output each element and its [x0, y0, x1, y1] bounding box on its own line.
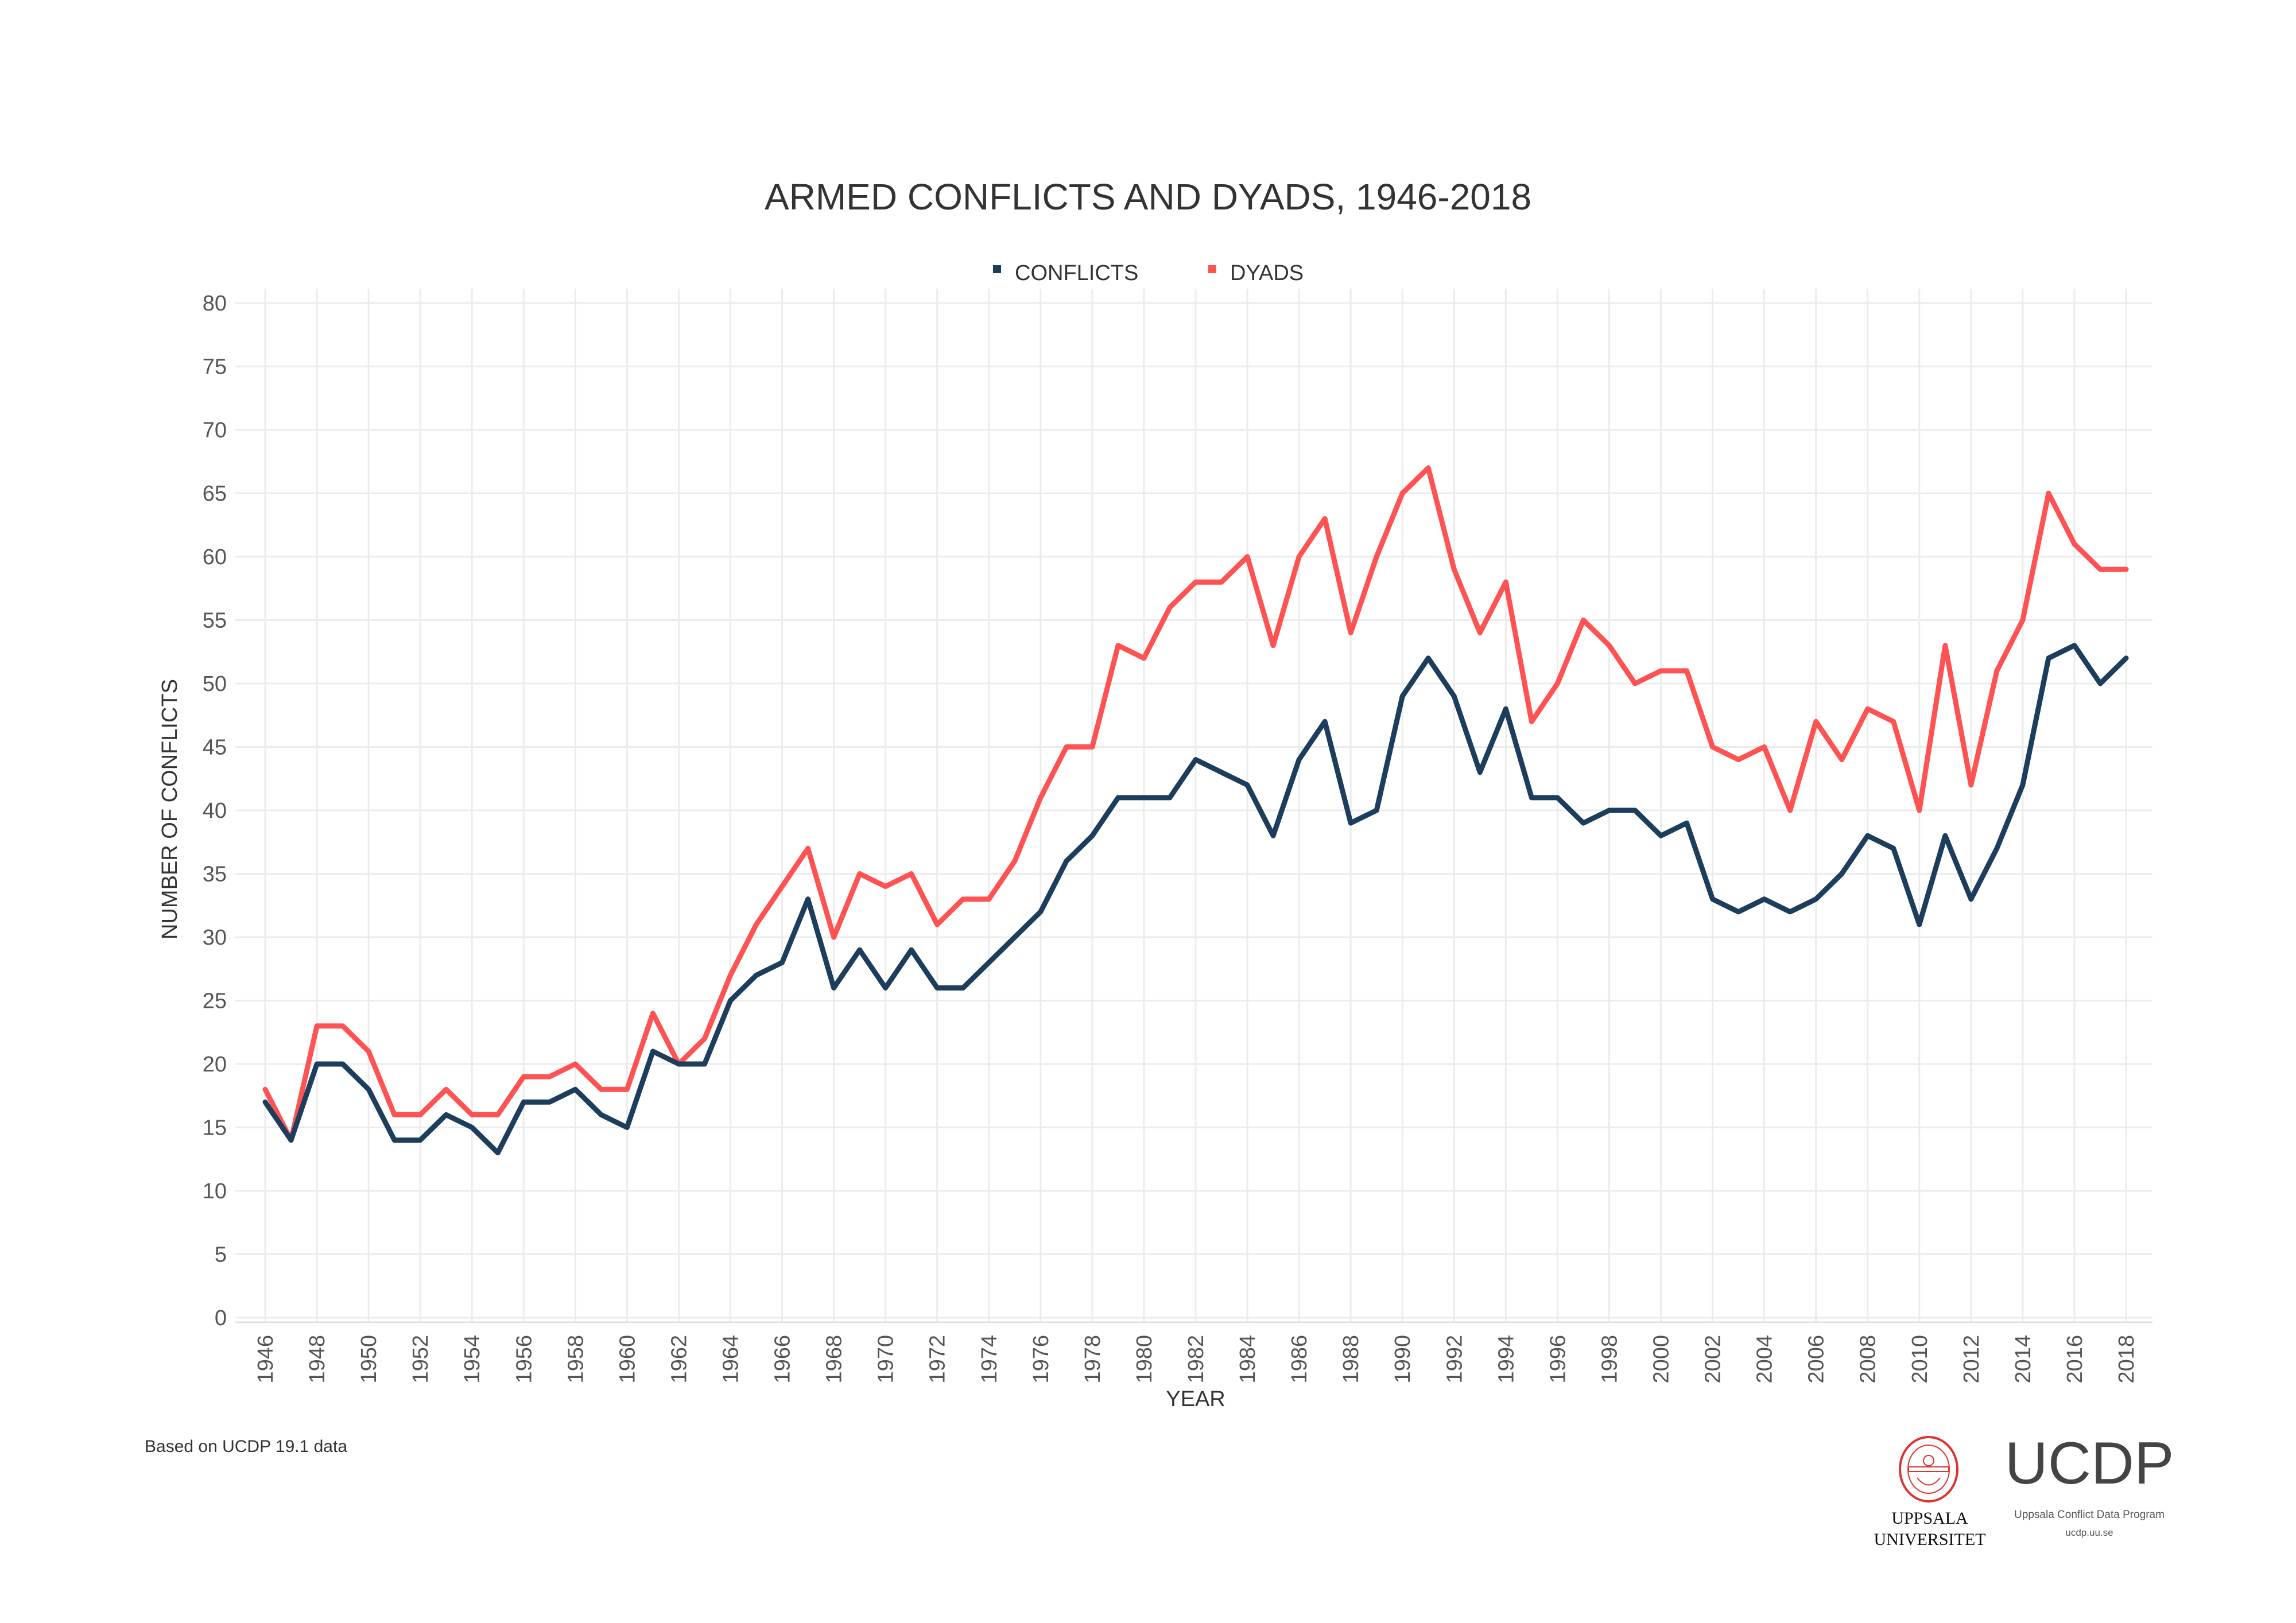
y-tick-label: 60: [203, 545, 227, 569]
x-tick-label: 1986: [1287, 1335, 1312, 1384]
legend-label-conflicts: CONFLICTS: [1015, 261, 1138, 285]
x-tick-label: 1946: [254, 1335, 278, 1384]
ucdp-acronym: UCDP: [2005, 1430, 2174, 1497]
x-tick-label: 1988: [1339, 1335, 1363, 1384]
legend-item-conflicts[interactable]: CONFLICTS: [993, 261, 1138, 285]
y-tick-label: 5: [215, 1243, 227, 1267]
grid: [235, 289, 2152, 1323]
x-tick-label: 1968: [823, 1335, 847, 1384]
y-tick-label: 75: [203, 355, 227, 379]
x-tick-label: 1980: [1133, 1335, 1157, 1384]
legend-label-dyads: DYADS: [1230, 261, 1304, 285]
series-lines: [262, 465, 2129, 1156]
y-tick-label: 55: [203, 609, 227, 633]
ucdp-url: ucdp.uu.se: [2065, 1527, 2113, 1538]
x-tick-label: 1992: [1442, 1335, 1467, 1384]
y-tick-label: 25: [203, 989, 227, 1014]
y-tick-label: 45: [203, 736, 227, 760]
x-tick-label: 1970: [874, 1335, 898, 1384]
y-tick-label: 30: [203, 926, 227, 950]
legend-item-dyads[interactable]: DYADS: [1208, 261, 1304, 285]
x-tick-label: 2006: [1805, 1335, 1829, 1384]
x-tick-label: 2016: [2063, 1335, 2087, 1384]
x-tick-label: 1958: [564, 1335, 588, 1384]
x-tick-label: 2014: [2011, 1335, 2035, 1384]
x-tick-label: 1964: [719, 1335, 743, 1384]
x-tick-label: 1978: [1081, 1335, 1105, 1384]
uppsala-university-logo: UPPSALA UNIVERSITET: [1874, 1436, 1986, 1549]
ucdp-logo: UCDP Uppsala Conflict Data Program ucdp.…: [2005, 1430, 2174, 1538]
x-axis-title: YEAR: [1166, 1387, 1225, 1411]
legend-swatch-dyads: [1208, 265, 1216, 273]
y-tick-label: 65: [203, 482, 227, 506]
y-tick-label: 20: [203, 1053, 227, 1077]
x-tick-label: 1996: [1546, 1335, 1570, 1384]
legend-swatch-conflicts: [993, 265, 1001, 273]
y-tick-label: 70: [203, 418, 227, 442]
x-tick-label: 1962: [667, 1335, 691, 1384]
x-tick-label: 1982: [1184, 1335, 1208, 1384]
university-seal-icon: [1899, 1436, 1958, 1502]
x-tick-label: 2012: [1960, 1335, 1984, 1384]
x-tick-label: 1952: [409, 1335, 433, 1384]
university-name-line1: UPPSALA: [1891, 1509, 1968, 1528]
university-name-line2: UNIVERSITET: [1874, 1530, 1986, 1549]
y-tick-label: 35: [203, 863, 227, 887]
x-axis: 1946 1948 1950 1952 1954 1956 1958 1960 1962 1964…: [254, 1335, 2139, 1384]
x-tick-label: 1984: [1236, 1335, 1260, 1384]
x-tick-label: 1998: [1597, 1335, 1622, 1384]
y-tick-label: 50: [203, 672, 227, 696]
y-tick-label: 10: [203, 1179, 227, 1203]
x-tick-label: 2000: [1650, 1335, 1674, 1384]
x-tick-label: 1966: [771, 1335, 795, 1384]
x-tick-label: 2018: [2115, 1335, 2139, 1384]
ucdp-program-name: Uppsala Conflict Data Program: [2014, 1509, 2165, 1521]
footnote: Based on UCDP 19.1 data: [145, 1437, 347, 1456]
chart-title: ARMED CONFLICTS AND DYADS, 1946-2018: [765, 176, 1531, 218]
y-axis: 0 5 10 15 20 25 30 35 40 45 50 55 60 65 70 75 80: [203, 292, 227, 1330]
x-tick-label: 1954: [460, 1335, 484, 1384]
legend: CONFLICTS DYADS: [993, 261, 1304, 285]
y-tick-label: 15: [203, 1116, 227, 1140]
x-tick-label: 2010: [1908, 1335, 1932, 1384]
x-tick-label: 1990: [1391, 1335, 1415, 1384]
x-tick-label: 1976: [1029, 1335, 1053, 1384]
x-tick-label: 1974: [978, 1335, 1002, 1384]
x-tick-label: 1950: [357, 1335, 381, 1384]
x-tick-label: 1994: [1494, 1335, 1518, 1384]
x-tick-label: 2008: [1856, 1335, 1880, 1384]
y-tick-label: 80: [203, 292, 227, 316]
x-tick-label: 1960: [615, 1335, 639, 1384]
x-tick-label: 2002: [1701, 1335, 1725, 1384]
y-axis-title: NUMBER OF CONFLICTS: [158, 679, 182, 939]
x-tick-label: 1948: [305, 1335, 329, 1384]
x-tick-label: 1972: [926, 1335, 950, 1384]
x-tick-label: 2004: [1753, 1335, 1777, 1384]
x-tick-label: 1956: [512, 1335, 536, 1384]
y-tick-label: 40: [203, 799, 227, 823]
y-tick-label: 0: [215, 1306, 227, 1330]
